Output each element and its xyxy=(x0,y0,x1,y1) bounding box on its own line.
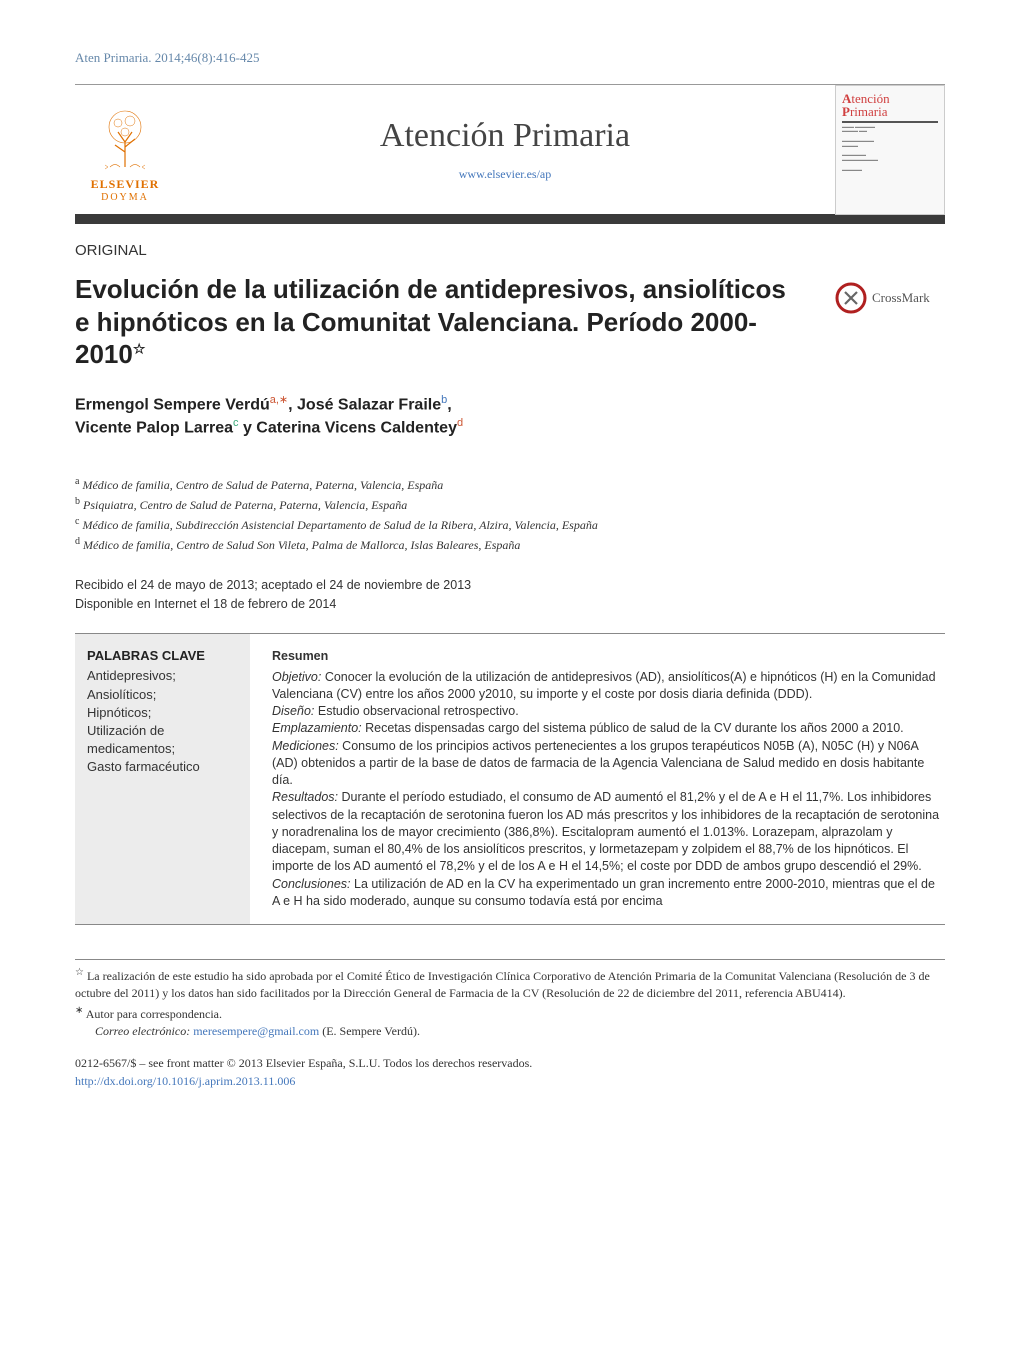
title-text: Evolución de la utilización de antidepre… xyxy=(75,274,786,369)
keywords-list: Antidepresivos; Ansiolíticos; Hipnóticos… xyxy=(87,667,238,776)
doi-link[interactable]: http://dx.doi.org/10.1016/j.aprim.2013.1… xyxy=(75,1074,295,1088)
author-1-sup: a,∗ xyxy=(270,394,288,406)
objetivo-text: Conocer la evolución de la utilización d… xyxy=(272,670,936,701)
resultados-label: Resultados: xyxy=(272,790,338,804)
journal-cover-thumbnail: AtenciónPrimaria ▬▬▬ ▬▬▬▬▬▬▬▬▬ ▬▬▬▬▬▬▬▬▬… xyxy=(835,85,945,215)
keywords-column: PALABRAS CLAVE Antidepresivos; Ansiolíti… xyxy=(75,634,250,924)
masthead-divider-bar xyxy=(75,214,945,224)
title-footnote-star: ☆ xyxy=(133,340,146,356)
email-footnote: Correo electrónico: meresempere@gmail.co… xyxy=(75,1023,945,1040)
article-type: ORIGINAL xyxy=(75,242,945,259)
aff-c-text: Médico de familia, Subdirección Asistenc… xyxy=(82,518,597,532)
emplazamiento-label: Emplazamiento: xyxy=(272,721,362,735)
corresponding-email-link[interactable]: meresempere@gmail.com xyxy=(193,1024,319,1038)
aff-a-text: Médico de familia, Centro de Salud de Pa… xyxy=(82,478,443,492)
affiliation-b: b Psiquiatra, Centro de Salud de Paterna… xyxy=(75,494,945,514)
author-1: Ermengol Sempere Verdú xyxy=(75,396,270,413)
citation-line: Aten Primaria. 2014;46(8):416-425 xyxy=(75,50,945,66)
email-label: Correo electrónico: xyxy=(95,1024,190,1038)
article-title: Evolución de la utilización de antidepre… xyxy=(75,273,835,371)
affiliation-d: d Médico de familia, Centro de Salud Son… xyxy=(75,534,945,554)
corresponding-text: Autor para correspondencia. xyxy=(86,1007,222,1021)
author-4: Caterina Vicens Caldentey xyxy=(256,420,457,437)
copyright-line: 0212-6567/$ – see front matter © 2013 El… xyxy=(75,1055,945,1072)
joiner-y: y xyxy=(239,420,257,437)
affiliation-c: c Médico de familia, Subdirección Asiste… xyxy=(75,514,945,534)
ethics-text: La realización de este estudio ha sido a… xyxy=(75,969,930,1000)
abstract-emplazamiento: Emplazamiento: Recetas dispensadas cargo… xyxy=(272,720,941,737)
conclusiones-label: Conclusiones: xyxy=(272,877,351,891)
abstract-conclusiones: Conclusiones: La utilización de AD en la… xyxy=(272,876,941,911)
crossmark-badge[interactable]: CrossMark xyxy=(835,279,945,317)
corresponding-footnote: ∗ Autor para correspondencia. xyxy=(75,1004,945,1023)
affiliations: a Médico de familia, Centro de Salud de … xyxy=(75,474,945,554)
journal-center: Atención Primaria www.elsevier.es/ap xyxy=(175,117,835,183)
author-2: José Salazar Fraile xyxy=(297,396,441,413)
conclusiones-text: La utilización de AD en la CV ha experim… xyxy=(272,877,935,908)
author-4-sup: d xyxy=(457,417,463,429)
abstract-resultados: Resultados: Durante el período estudiado… xyxy=(272,789,941,875)
diseno-label: Diseño: xyxy=(272,704,314,718)
abstract-block: PALABRAS CLAVE Antidepresivos; Ansiolíti… xyxy=(75,633,945,925)
elsevier-tree-icon xyxy=(90,97,160,175)
mediciones-label: Mediciones: xyxy=(272,739,339,753)
ethics-footnote: ☆ La realización de este estudio ha sido… xyxy=(75,966,945,1002)
affiliation-a: a Médico de familia, Centro de Salud de … xyxy=(75,474,945,494)
publisher-sub: DOYMA xyxy=(101,192,149,203)
diseno-text: Estudio observacional retrospectivo. xyxy=(314,704,518,718)
mediciones-text: Consumo de los principios activos perten… xyxy=(272,739,924,788)
joiner: , xyxy=(447,396,451,413)
author-3: Vicente Palop Larrea xyxy=(75,420,233,437)
masthead: ELSEVIER DOYMA Atención Primaria www.els… xyxy=(75,84,945,214)
keywords-title: PALABRAS CLAVE xyxy=(87,648,238,663)
title-row: Evolución de la utilización de antidepre… xyxy=(75,273,945,371)
abstract-objetivo: Objetivo: Conocer la evolución de la uti… xyxy=(272,669,941,704)
aff-d-text: Médico de familia, Centro de Salud Son V… xyxy=(83,538,520,552)
available-online: Disponible en Internet el 18 de febrero … xyxy=(75,595,945,614)
abstract-column: Resumen Objetivo: Conocer la evolución d… xyxy=(250,634,945,924)
masthead-inner: ELSEVIER DOYMA Atención Primaria www.els… xyxy=(75,85,945,215)
abstract-heading: Resumen xyxy=(272,648,941,665)
journal-url-link[interactable]: www.elsevier.es/ap xyxy=(459,167,552,181)
resultados-text: Durante el período estudiado, el consumo… xyxy=(272,790,939,873)
crossmark-label: CrossMark xyxy=(872,290,930,306)
journal-name: Atención Primaria xyxy=(175,117,835,155)
footnotes: ☆ La realización de este estudio ha sido… xyxy=(75,959,945,1039)
article-dates: Recibido el 24 de mayo de 2013; aceptado… xyxy=(75,576,945,614)
cover-brand: AtenciónPrimaria xyxy=(842,92,938,118)
received-accepted: Recibido el 24 de mayo de 2013; aceptado… xyxy=(75,576,945,595)
joiner: , xyxy=(288,396,297,413)
abstract-diseno: Diseño: Estudio observacional retrospect… xyxy=(272,703,941,720)
publisher-logo: ELSEVIER DOYMA xyxy=(75,90,175,210)
authors: Ermengol Sempere Verdúa,∗, José Salazar … xyxy=(75,393,945,440)
publisher-name: ELSEVIER xyxy=(91,177,160,192)
email-suffix: (E. Sempere Verdú). xyxy=(319,1024,420,1038)
abstract-mediciones: Mediciones: Consumo de los principios ac… xyxy=(272,738,941,790)
aff-b-text: Psiquiatra, Centro de Salud de Paterna, … xyxy=(83,498,407,512)
emplazamiento-text: Recetas dispensadas cargo del sistema pú… xyxy=(362,721,904,735)
copyright-block: 0212-6567/$ – see front matter © 2013 El… xyxy=(75,1055,945,1090)
objetivo-label: Objetivo: xyxy=(272,670,321,684)
crossmark-icon xyxy=(835,282,867,314)
